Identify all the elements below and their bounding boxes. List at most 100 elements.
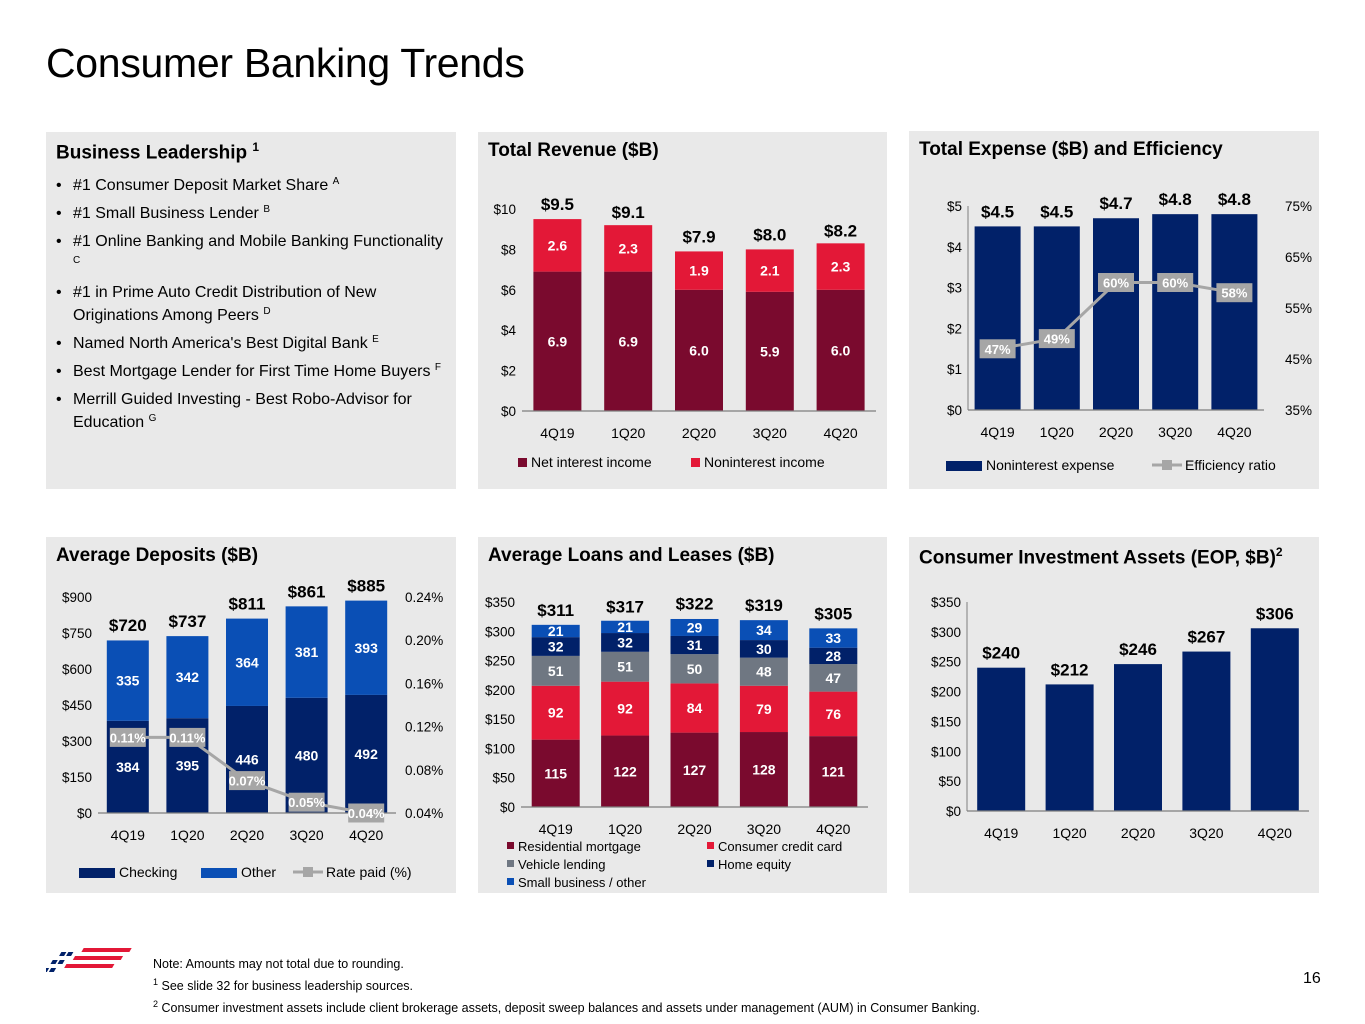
- y-tick-label: $0: [77, 806, 92, 821]
- bar-segment: [675, 251, 723, 290]
- y-tick-label: $3: [947, 281, 962, 296]
- chart-title-text: Total Expense ($B) and Efficiency: [919, 139, 1223, 160]
- y-tick-label: $250: [485, 654, 515, 669]
- bar-segment: [1152, 214, 1199, 410]
- legend-label: Residential mortgage: [518, 839, 641, 854]
- footer-note: 2 Consumer investment assets include cli…: [153, 995, 980, 1017]
- bar-segment: [285, 606, 328, 698]
- average-deposits-panel: Average Deposits ($B) $0 $150 $300 $450 $600 $…: [46, 537, 456, 893]
- total-label: $319: [745, 596, 783, 615]
- legend-swatch: [79, 868, 115, 878]
- bar-segment: [601, 633, 650, 652]
- data-label: 128: [752, 762, 776, 778]
- leadership-item: Merrill Guided Investing - Best Robo-Adv…: [56, 388, 448, 434]
- data-label: 30: [756, 641, 772, 657]
- footnote-marker: E: [372, 334, 379, 345]
- total-label: $322: [676, 594, 714, 613]
- leadership-item: #1 Online Banking and Mobile Banking Fun…: [56, 230, 448, 276]
- investment-chart-title: Consumer Investment Assets (EOP, $B)2: [919, 545, 1283, 569]
- y-tick-label: $5: [947, 199, 962, 214]
- x-tick-label: 1Q20: [1040, 424, 1074, 440]
- loans-chart-svg: $0$50$100$150$200$250$300$35011592513221…: [485, 594, 868, 890]
- chart-title-text: Consumer Investment Assets (EOP, $B): [919, 547, 1276, 569]
- legend-swatch: [518, 458, 527, 467]
- data-label: $4.5: [981, 202, 1014, 221]
- legend-label: Net interest income: [531, 454, 652, 470]
- data-label: 21: [617, 619, 633, 635]
- bar-segment: [1093, 218, 1139, 410]
- footer-note: Note: Amounts may not total due to round…: [153, 957, 404, 971]
- y-tick-label: $300: [62, 734, 92, 749]
- bar-segment: [345, 600, 388, 695]
- total-label: $305: [814, 604, 852, 623]
- data-label: 2.3: [831, 259, 851, 275]
- x-tick-label: 4Q19: [540, 425, 574, 441]
- y2-tick-label: 0.04%: [405, 806, 443, 821]
- data-label: 121: [822, 764, 846, 780]
- bar-segment: [601, 620, 650, 634]
- footer-note-text: Consumer investment assets include clien…: [161, 1001, 980, 1016]
- leadership-item-text: Best Mortgage Lender for First Time Home…: [73, 363, 435, 380]
- line-point-label-box: [1157, 273, 1194, 292]
- footnote-marker: C: [73, 255, 81, 266]
- data-label: 28: [826, 648, 842, 664]
- line-point-label-box: [1038, 329, 1075, 349]
- data-label: 32: [548, 639, 564, 655]
- y-tick-label: $100: [931, 744, 961, 759]
- footnote-marker: A: [332, 176, 340, 187]
- data-label: $212: [1051, 660, 1089, 679]
- y-tick-label: $300: [485, 624, 515, 639]
- bar-segment: [745, 249, 794, 292]
- legend-swatch: [707, 842, 714, 849]
- data-label: 393: [355, 640, 379, 656]
- legend-swatch: [201, 868, 237, 878]
- data-label: 480: [295, 747, 319, 763]
- x-tick-label: 4Q19: [984, 825, 1018, 841]
- total-label: $885: [347, 577, 385, 596]
- x-tick-label: 4Q20: [349, 827, 383, 843]
- leadership-item-text: Merrill Guided Investing - Best Robo-Adv…: [73, 391, 412, 431]
- y2-tick-label: 45%: [1285, 352, 1312, 367]
- chart-title-text: Average Deposits ($B): [56, 545, 259, 566]
- line-point-label: 47%: [985, 342, 1011, 357]
- investment-chart-svg: $0 $50 $100 $150 $200 $250 $300 $350 $240 4Q19 $21…: [931, 595, 1309, 841]
- data-label: 342: [176, 669, 200, 685]
- y-tick-label: $900: [62, 590, 92, 605]
- total-label: $9.5: [541, 195, 574, 214]
- data-label: 1.9: [689, 263, 709, 279]
- bar-segment: [533, 219, 582, 272]
- x-tick-label: 4Q20: [1217, 424, 1251, 440]
- y-tick-label: $0: [500, 800, 515, 815]
- line-point-label-box: [979, 339, 1016, 359]
- total-label: $861: [288, 582, 326, 601]
- data-label: 6.0: [831, 342, 851, 358]
- total-label: $9.1: [612, 203, 645, 222]
- y2-tick-label: 55%: [1285, 301, 1312, 316]
- data-label: 115: [544, 765, 567, 781]
- legend-label: Checking: [119, 864, 177, 880]
- total-label: $737: [168, 612, 206, 631]
- loans-chart-title: Average Loans and Leases ($B): [488, 545, 775, 567]
- legend-swatch: [507, 878, 514, 885]
- bar-segment: [1033, 226, 1080, 410]
- bar-segment: [1045, 684, 1094, 811]
- data-label: $240: [982, 644, 1020, 663]
- deposits-chart-svg: $0 $150 $300 $450 $600 $750 $900 0.04% 0.08% 0.12…: [62, 577, 443, 880]
- deposits-chart-title: Average Deposits ($B): [56, 545, 258, 567]
- total-label: $7.9: [682, 227, 715, 246]
- total-label: $8.2: [824, 221, 857, 240]
- y-tick-label: $10: [493, 202, 516, 217]
- data-label: 2.6: [548, 237, 568, 253]
- footnote-marker: D: [263, 306, 271, 317]
- bar-segment: [166, 636, 209, 719]
- business-leadership-title-text: Business Leadership: [56, 142, 248, 164]
- y-tick-label: $100: [485, 741, 515, 756]
- bar-segment: [1211, 214, 1258, 410]
- y-tick-label: $4: [501, 323, 517, 338]
- total-label: $811: [229, 594, 266, 613]
- bar-segment: [531, 624, 580, 638]
- total-revenue-panel: Total Revenue ($B) $0 $2 $4 $6 $8 $10 6.9 2.6 $9.…: [478, 132, 887, 489]
- bar-segment: [974, 226, 1021, 410]
- y2-tick-label: 75%: [1285, 199, 1312, 214]
- expense-chart-svg: $0 $1 $2 $3 $4 $5 35% 45% 55% 65% 75% $4.5 4Q19 $4.5 1…: [946, 190, 1312, 473]
